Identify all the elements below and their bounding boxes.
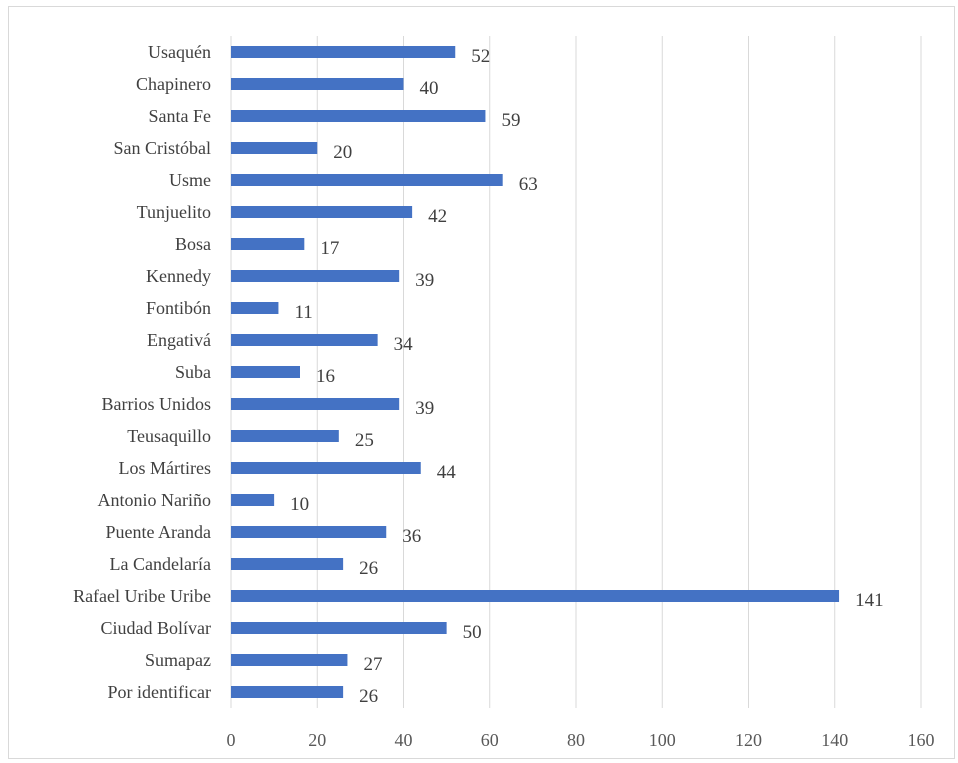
category-label: Los Mártires bbox=[119, 458, 211, 478]
bar bbox=[231, 398, 400, 410]
bar bbox=[231, 334, 378, 346]
data-label: 50 bbox=[463, 622, 482, 643]
data-label: 20 bbox=[333, 142, 352, 163]
data-label: 63 bbox=[519, 174, 538, 195]
data-label: 25 bbox=[355, 430, 374, 451]
data-label: 59 bbox=[501, 110, 520, 131]
bar bbox=[231, 142, 318, 154]
category-label: Fontibón bbox=[146, 298, 211, 318]
category-label: San Cristóbal bbox=[114, 138, 212, 158]
category-label: Engativá bbox=[147, 330, 211, 350]
x-tick-label: 80 bbox=[567, 730, 585, 750]
x-tick-label: 120 bbox=[735, 730, 762, 750]
data-labels: 52 40 59 20 63 42 17 39 11 34 16 39 25 44 10 36 26 141 50 2… bbox=[290, 46, 883, 707]
bar bbox=[231, 622, 447, 634]
category-label: Ciudad Bolívar bbox=[101, 618, 212, 638]
category-label: Suba bbox=[175, 362, 211, 382]
bar bbox=[231, 558, 344, 570]
x-tick-label: 100 bbox=[649, 730, 676, 750]
category-label: Rafael Uribe Uribe bbox=[73, 586, 211, 606]
data-label: 40 bbox=[420, 78, 439, 99]
category-label: Barrios Unidos bbox=[102, 394, 212, 414]
bar bbox=[231, 78, 404, 90]
data-label: 26 bbox=[359, 686, 378, 707]
category-labels: Usaquén Chapinero Santa Fe San Cristóbal Usm… bbox=[73, 42, 211, 702]
value-axis: 0 20 40 60 80 100 120 140 160 bbox=[227, 730, 935, 750]
category-label: Usme bbox=[169, 170, 211, 190]
bar bbox=[231, 590, 840, 602]
bar bbox=[231, 526, 387, 538]
x-tick-label: 40 bbox=[395, 730, 413, 750]
bar bbox=[231, 110, 486, 122]
data-label: 27 bbox=[363, 654, 382, 675]
data-label: 17 bbox=[320, 238, 339, 259]
x-tick-label: 140 bbox=[821, 730, 848, 750]
category-label: Sumapaz bbox=[145, 650, 211, 670]
category-label: Kennedy bbox=[146, 266, 211, 286]
data-label: 10 bbox=[290, 494, 309, 515]
category-label: Santa Fe bbox=[149, 106, 212, 126]
bar bbox=[231, 206, 413, 218]
data-label: 52 bbox=[471, 46, 490, 67]
x-tick-label: 0 bbox=[227, 730, 236, 750]
bar bbox=[231, 686, 344, 698]
data-label: 11 bbox=[294, 302, 312, 323]
data-label: 42 bbox=[428, 206, 447, 227]
x-tick-label: 160 bbox=[908, 730, 935, 750]
x-tick-label: 60 bbox=[481, 730, 499, 750]
data-label: 39 bbox=[415, 398, 434, 419]
data-label: 44 bbox=[437, 462, 457, 483]
data-label: 39 bbox=[415, 270, 434, 291]
x-tick-label: 20 bbox=[308, 730, 326, 750]
data-label: 34 bbox=[394, 334, 414, 355]
category-label: Teusaquillo bbox=[127, 426, 211, 446]
data-label: 141 bbox=[855, 590, 884, 611]
bar bbox=[231, 270, 400, 282]
category-label: Usaquén bbox=[148, 42, 211, 62]
category-label: Bosa bbox=[175, 234, 211, 254]
chart-frame bbox=[8, 6, 955, 759]
data-label: 26 bbox=[359, 558, 378, 579]
bar bbox=[231, 654, 348, 666]
bar bbox=[231, 302, 279, 314]
bar bbox=[231, 366, 300, 378]
category-label: La Candelaría bbox=[110, 554, 211, 574]
category-label: Por identificar bbox=[108, 682, 211, 702]
category-label: Puente Aranda bbox=[106, 522, 211, 542]
bar bbox=[231, 430, 339, 442]
bar bbox=[231, 238, 305, 250]
bar bbox=[231, 494, 275, 506]
category-label: Tunjuelito bbox=[137, 202, 211, 222]
data-label: 36 bbox=[402, 526, 421, 547]
bar bbox=[231, 46, 456, 58]
category-label: Chapinero bbox=[136, 74, 211, 94]
bar bbox=[231, 174, 503, 186]
category-label: Antonio Nariño bbox=[98, 490, 211, 510]
bars bbox=[231, 46, 840, 698]
bar bbox=[231, 462, 421, 474]
data-label: 16 bbox=[316, 366, 335, 387]
